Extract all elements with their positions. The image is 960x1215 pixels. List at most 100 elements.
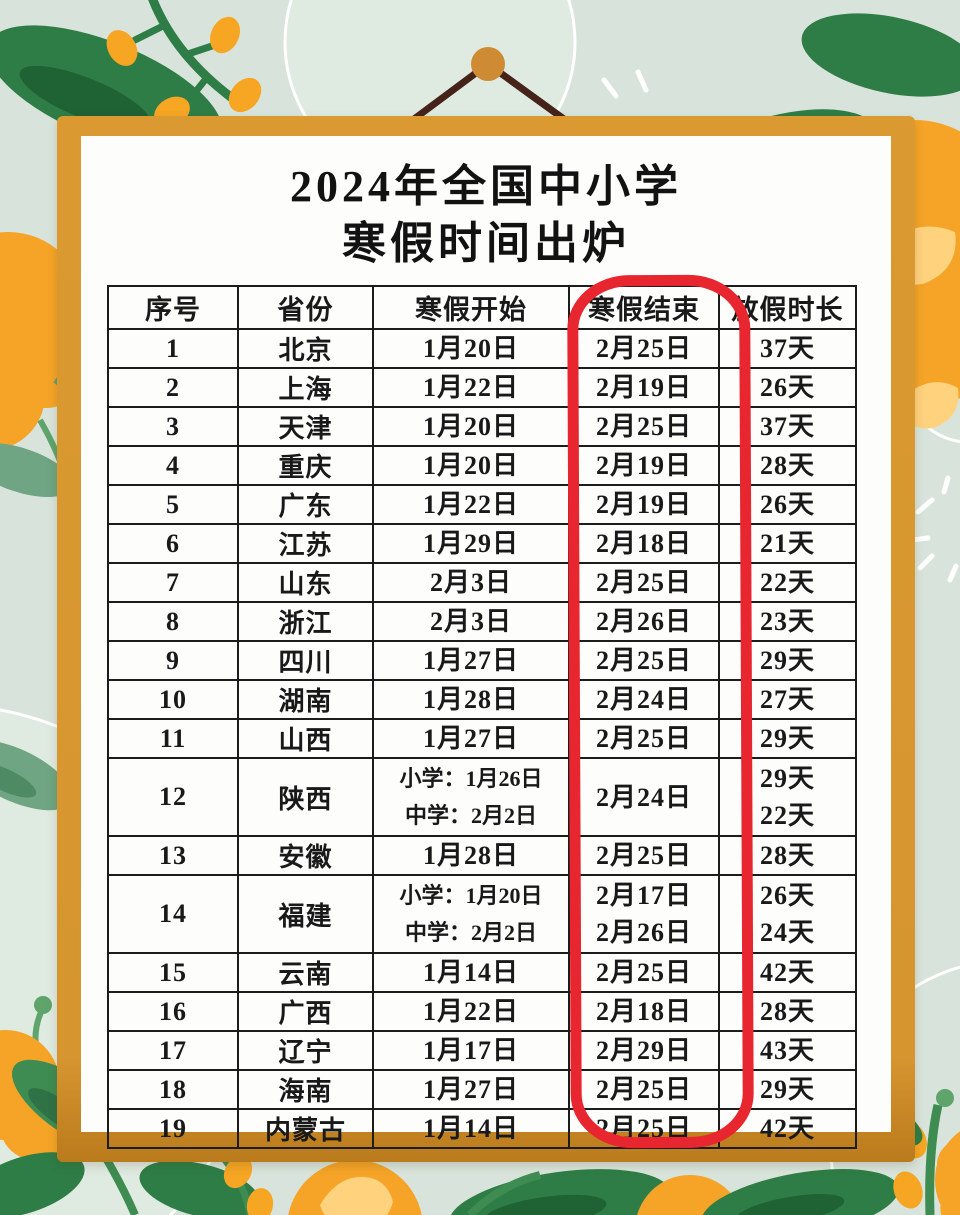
cell-duration: 26天 24天 bbox=[718, 874, 857, 954]
cell-duration: 27天 bbox=[718, 679, 857, 720]
cell-line: 2月3日 bbox=[429, 567, 512, 597]
cell-line: 2月25日 bbox=[595, 723, 692, 753]
cell-start: 小学：1月20日 中学：2月2日 bbox=[372, 874, 570, 954]
cell-duration: 22天 bbox=[718, 562, 857, 603]
table-row: 15 云南 1月14日 2月25日 42天 bbox=[107, 952, 857, 993]
cell-province: 四川 bbox=[237, 640, 374, 681]
leaf-left-middle bbox=[0, 739, 73, 811]
cell-start: 1月14日 bbox=[372, 1108, 570, 1149]
cell-end: 2月25日 bbox=[568, 328, 720, 369]
cell-start: 1月22日 bbox=[372, 367, 570, 408]
cell-end: 2月29日 bbox=[568, 1030, 720, 1071]
cell-end: 2月25日 bbox=[568, 952, 720, 993]
cell-province: 北京 bbox=[237, 328, 374, 369]
table-row: 12 陕西 小学：1月26日 中学：2月2日 2月24日 29天 22天 bbox=[107, 757, 857, 837]
cell-line: 1月28日 bbox=[422, 684, 519, 714]
cell-start: 1月20日 bbox=[372, 406, 570, 447]
table-row: 17 辽宁 1月17日 2月29日 43天 bbox=[107, 1030, 857, 1071]
cell-start: 2月3日 bbox=[372, 562, 570, 603]
cell-province: 浙江 bbox=[237, 601, 374, 642]
cell-province: 天津 bbox=[237, 406, 374, 447]
cell-line: 2月3日 bbox=[429, 606, 512, 636]
cell-line: 1月22日 bbox=[422, 489, 519, 519]
cell-duration: 28天 bbox=[718, 445, 857, 486]
cell-end: 2月17日 2月26日 bbox=[568, 874, 720, 954]
table-row: 8 浙江 2月3日 2月26日 23天 bbox=[107, 601, 857, 642]
title-line-1: 2024年全国中小学 bbox=[290, 162, 682, 211]
title-line-2: 寒假时间出炉 bbox=[342, 219, 630, 268]
cell-province: 江苏 bbox=[237, 523, 374, 564]
cell-duration: 28天 bbox=[718, 991, 857, 1032]
cell-index: 1 bbox=[107, 328, 239, 369]
cell-line: 28天 bbox=[759, 996, 815, 1026]
cell-index: 8 bbox=[107, 601, 239, 642]
cell-end: 2月24日 bbox=[568, 679, 720, 720]
table-row: 7 山东 2月3日 2月25日 22天 bbox=[107, 562, 857, 603]
cell-index: 18 bbox=[107, 1069, 239, 1110]
table-row: 1 北京 1月20日 2月25日 37天 bbox=[107, 328, 857, 369]
cell-end: 2月25日 bbox=[568, 1108, 720, 1149]
cell-index: 10 bbox=[107, 679, 239, 720]
cell-line: 22天 bbox=[759, 567, 815, 597]
cell-end: 2月25日 bbox=[568, 1069, 720, 1110]
cell-duration: 29天 bbox=[718, 718, 857, 759]
cell-end: 2月19日 bbox=[568, 367, 720, 408]
cell-line: 2月25日 bbox=[595, 1074, 692, 1104]
cell-province: 上海 bbox=[237, 367, 374, 408]
cell-index: 14 bbox=[107, 874, 239, 954]
cell-end: 2月19日 bbox=[568, 445, 720, 486]
table-row: 18 海南 1月27日 2月25日 29天 bbox=[107, 1069, 857, 1110]
cell-line: 小学：1月20日 bbox=[399, 883, 543, 908]
table-row: 11 山西 1月27日 2月25日 29天 bbox=[107, 718, 857, 759]
holiday-table: 序号 省份 寒假开始 寒假结束 放假时长 1 北京 1月20日 2月25日 37天 2 上海… bbox=[107, 285, 857, 1149]
cell-line: 2月29日 bbox=[595, 1035, 692, 1065]
cell-duration: 42天 bbox=[718, 952, 857, 993]
cell-province: 福建 bbox=[237, 874, 374, 954]
cell-line: 1月20日 bbox=[422, 333, 519, 363]
cell-line: 1月20日 bbox=[422, 450, 519, 480]
cell-line: 29天 bbox=[759, 723, 815, 753]
cell-start: 1月27日 bbox=[372, 1069, 570, 1110]
table-row: 2 上海 1月22日 2月19日 26天 bbox=[107, 367, 857, 408]
cell-duration: 37天 bbox=[718, 328, 857, 369]
cell-line: 28天 bbox=[759, 450, 815, 480]
cell-line: 24天 bbox=[759, 918, 815, 947]
table-row: 10 湖南 1月28日 2月24日 27天 bbox=[107, 679, 857, 720]
table-row: 19 内蒙古 1月14日 2月25日 42天 bbox=[107, 1108, 857, 1149]
cell-line: 2月25日 bbox=[595, 1113, 692, 1143]
cell-province: 云南 bbox=[237, 952, 374, 993]
cell-index: 13 bbox=[107, 835, 239, 876]
cell-line: 22天 bbox=[759, 801, 815, 830]
cell-line: 1月28日 bbox=[422, 840, 519, 870]
cell-end: 2月25日 bbox=[568, 718, 720, 759]
cell-line: 2月19日 bbox=[595, 489, 692, 519]
cell-line: 1月20日 bbox=[422, 411, 519, 441]
cell-line: 21天 bbox=[759, 528, 815, 558]
cell-start: 2月3日 bbox=[372, 601, 570, 642]
table-row: 13 安徽 1月28日 2月25日 28天 bbox=[107, 835, 857, 876]
cell-line: 26天 bbox=[759, 489, 815, 519]
cell-duration: 28天 bbox=[718, 835, 857, 876]
cell-line: 小学：1月26日 bbox=[399, 766, 543, 791]
cell-line: 29天 bbox=[759, 645, 815, 675]
cell-line: 2月25日 bbox=[595, 645, 692, 675]
cell-line: 1月14日 bbox=[422, 1113, 519, 1143]
table-row: 4 重庆 1月20日 2月19日 28天 bbox=[107, 445, 857, 486]
cell-end: 2月18日 bbox=[568, 523, 720, 564]
cell-line: 2月19日 bbox=[595, 450, 692, 480]
cell-index: 16 bbox=[107, 991, 239, 1032]
cell-line: 2月17日 bbox=[595, 881, 692, 910]
cell-duration: 23天 bbox=[718, 601, 857, 642]
cell-duration: 21天 bbox=[718, 523, 857, 564]
cell-line: 1月27日 bbox=[422, 645, 519, 675]
sparkle-icon bbox=[909, 475, 959, 583]
flowers-bottom-strip bbox=[139, 1155, 899, 1215]
cell-end: 2月25日 bbox=[568, 562, 720, 603]
cell-line: 1月14日 bbox=[422, 957, 519, 987]
cell-start: 1月22日 bbox=[372, 484, 570, 525]
cell-line: 43天 bbox=[759, 1035, 815, 1065]
poster-paper: 2024年全国中小学 寒假时间出炉 序号 省份 寒假开始 寒假结束 放假时长 1 bbox=[81, 136, 891, 1149]
col-header-end: 寒假结束 bbox=[568, 285, 720, 330]
cell-line: 1月27日 bbox=[422, 723, 519, 753]
cell-line: 2月24日 bbox=[595, 782, 692, 812]
